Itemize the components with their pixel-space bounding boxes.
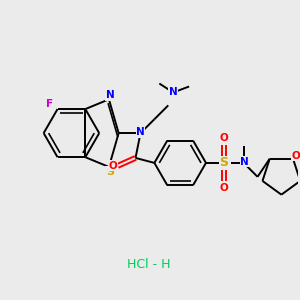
Text: N: N [240,157,249,167]
Text: O: O [292,151,300,161]
Text: N: N [136,127,145,137]
Text: O: O [220,133,228,143]
Text: N: N [169,88,178,98]
Text: S: S [106,167,114,177]
Text: N: N [106,90,114,100]
Text: F: F [46,99,53,109]
Text: O: O [220,183,228,193]
Text: S: S [219,156,228,170]
Text: HCl - H: HCl - H [127,258,171,271]
Text: O: O [108,161,117,171]
